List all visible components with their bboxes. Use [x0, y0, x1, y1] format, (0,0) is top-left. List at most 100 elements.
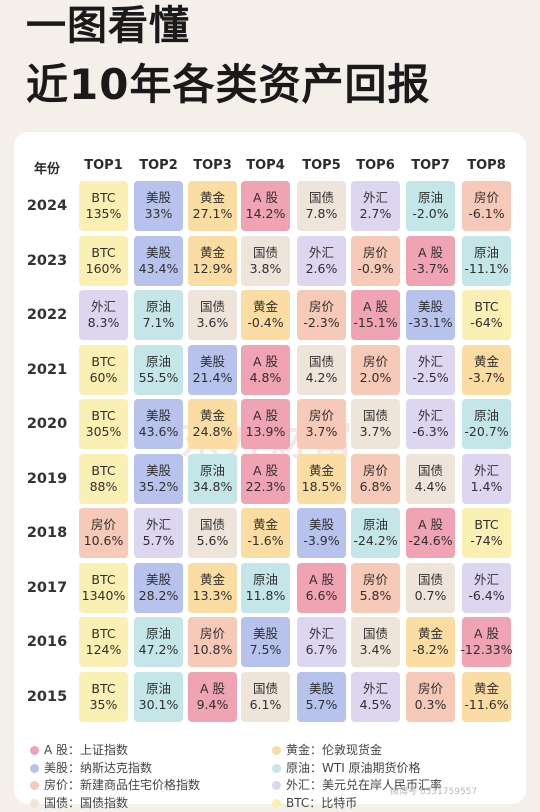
return-value: 3.7% [305, 424, 338, 439]
asset-label: 外汇 [473, 462, 499, 478]
return-value: 3.8% [249, 260, 282, 276]
table-cell: 原油 34.8% [188, 453, 237, 504]
table-cell: 外汇 1.4% [462, 453, 511, 504]
return-value: 24.8% [192, 424, 233, 439]
table-cell: A 股 6.6% [297, 562, 346, 613]
return-value: -11.1% [464, 260, 509, 276]
table-cell: 外汇 -6.4% [462, 562, 511, 613]
year-label: 2018 [26, 525, 68, 541]
asset-label: 外汇 [417, 353, 443, 369]
table-cell: 黄金 12.9% [188, 235, 237, 286]
table-cell: 黄金 27.1% [188, 181, 237, 231]
asset-label: A 股 [308, 571, 335, 587]
table-cell: 房价 2.0% [351, 344, 400, 395]
asset-label: 黄金 [199, 571, 225, 587]
legend-swatch [272, 798, 281, 808]
asset-label: 美股 [145, 190, 171, 205]
table-cell: 国债 3.6% [188, 290, 237, 340]
return-value: -1.6% [247, 533, 284, 548]
return-value: 0.7% [414, 587, 447, 603]
asset-label: A 股 [473, 626, 500, 641]
asset-label: 原油 [145, 626, 171, 641]
legend-item: 房价：新建商品住宅价格指数 [30, 776, 200, 792]
legend-swatch [272, 763, 281, 773]
table-cell: 房价 -0.9% [351, 235, 400, 286]
header-top5: TOP5 [302, 158, 341, 173]
return-value: 7.8% [305, 206, 338, 221]
asset-label: 国债 [308, 190, 334, 205]
header-year: 年份 [33, 162, 60, 177]
year-label: 2020 [26, 416, 68, 432]
year-label: 2023 [26, 252, 68, 269]
return-value: -2.3% [303, 315, 340, 330]
return-value: 160% [85, 260, 122, 276]
asset-label: 原油 [145, 680, 171, 696]
header-top3: TOP3 [193, 158, 232, 173]
year-label: 2016 [26, 634, 68, 650]
asset-label: 美股 [308, 517, 334, 532]
table-cell: 原油 55.5% [134, 344, 183, 395]
return-value: -15.1% [353, 315, 398, 330]
asset-label: 房价 [362, 571, 388, 587]
table-cell: 国债 5.6% [188, 508, 237, 558]
return-value: 305% [85, 424, 122, 439]
legend-item: BTC：比特币 [272, 794, 357, 810]
asset-label: 外汇 [308, 244, 334, 260]
asset-label: 美股 [308, 680, 334, 696]
return-value: -6.3% [412, 424, 449, 439]
table-cell: A 股 14.2% [241, 181, 290, 231]
table-cell: 原油 -20.7% [462, 399, 511, 449]
asset-label: 黄金 [199, 190, 225, 205]
table-cell: BTC 1340% [79, 562, 128, 613]
legend-item: 原油：WTI 原油期货价格 [272, 759, 421, 775]
table-cell: A 股 4.8% [241, 344, 290, 395]
table-cell: 原油 -11.1% [462, 235, 511, 286]
return-value: -74% [470, 533, 503, 548]
return-value: -24.2% [353, 533, 398, 548]
asset-label: 房价 [199, 626, 225, 641]
table-cell: 国债 3.7% [351, 399, 400, 449]
asset-label: 美股 [145, 408, 171, 423]
asset-label: 房价 [417, 680, 443, 696]
return-value: 12.9% [192, 260, 233, 276]
asset-label: 外汇 [308, 626, 334, 641]
table-cell: 原油 30.1% [134, 671, 183, 722]
table-cell: 美股 -3.9% [297, 508, 346, 558]
table-cell: 黄金 -3.7% [462, 344, 511, 395]
legend-item: A 股：上证指数 [30, 741, 128, 757]
return-value: 22.3% [245, 478, 286, 494]
asset-label: 外汇 [473, 571, 499, 587]
asset-label: BTC [91, 571, 116, 587]
asset-label: A 股 [362, 299, 389, 314]
return-value: 13.9% [245, 424, 286, 439]
legend-item: 国债：国债指数 [30, 794, 128, 810]
return-value: 1.4% [470, 478, 503, 494]
table-cell: 国债 4.2% [297, 344, 346, 395]
asset-label: 国债 [252, 244, 278, 260]
asset-label: BTC [91, 244, 116, 260]
legend-label: 外汇：美元兑在岸人民币汇率 [286, 778, 443, 792]
return-value: 2.7% [359, 206, 392, 221]
return-value: -3.7% [412, 260, 449, 276]
return-value: -0.4% [247, 315, 284, 330]
return-value: -3.7% [468, 369, 505, 385]
return-value: 6.6% [305, 587, 338, 603]
header-top4: TOP4 [246, 158, 285, 173]
asset-label: 原油 [252, 571, 278, 587]
table-cell: 美股 28.2% [134, 562, 183, 613]
legend-item: 外汇：美元兑在岸人民币汇率 [272, 776, 442, 792]
header-top8: TOP8 [467, 158, 506, 173]
asset-label: 黄金 [473, 680, 499, 696]
table-cell: 外汇 6.7% [297, 617, 346, 667]
asset-label: 黄金 [252, 299, 278, 314]
return-value: 0.3% [414, 696, 447, 712]
year-label: 2021 [26, 361, 68, 378]
table-cell: BTC 305% [79, 399, 128, 449]
table-cell: 美股 21.4% [188, 344, 237, 395]
legend-label: BTC：比特币 [286, 795, 358, 810]
table-cell: BTC 60% [79, 344, 128, 395]
table-cell: 黄金 24.8% [188, 399, 237, 449]
table-cell: 原油 -24.2% [351, 508, 400, 558]
asset-label: 原油 [145, 353, 171, 369]
return-value: 28.2% [138, 587, 179, 603]
